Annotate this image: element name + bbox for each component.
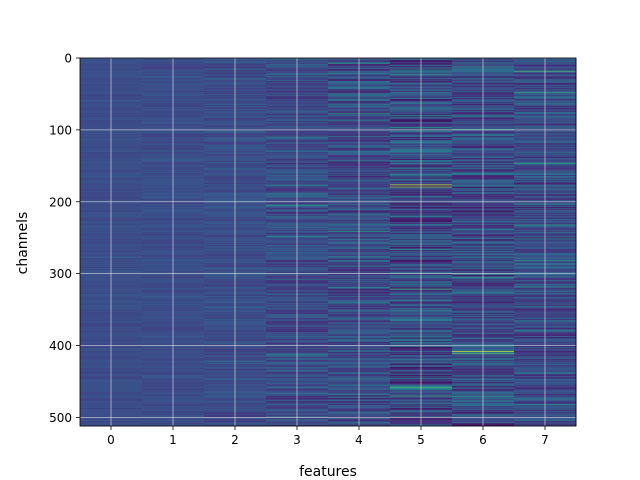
- x-axis-label: features: [299, 464, 357, 480]
- y-tick-label: 400: [49, 339, 72, 353]
- x-tick-label: 4: [355, 433, 363, 447]
- x-tick-label: 1: [169, 433, 177, 447]
- x-tick-label: 3: [293, 433, 301, 447]
- y-tick-label: 0: [64, 52, 72, 66]
- y-tick-label: 500: [49, 411, 72, 425]
- x-axis-ticks: 0 1 2 3 4 5 6 7: [107, 426, 549, 447]
- x-tick-label: 2: [231, 433, 239, 447]
- grid-lines: [80, 57, 576, 426]
- plot-area: [80, 58, 577, 427]
- x-tick-label: 5: [417, 433, 425, 447]
- y-tick-label: 200: [49, 195, 72, 209]
- x-tick-label: 6: [479, 433, 487, 447]
- plot-frame: [79, 57, 577, 427]
- y-axis-ticks: 0 100 200 300 400 500: [49, 52, 80, 425]
- x-tick-label: 7: [541, 433, 549, 447]
- y-tick-label: 300: [49, 267, 72, 281]
- y-axis-label: channels: [15, 212, 31, 275]
- x-tick-label: 0: [107, 433, 115, 447]
- y-tick-label: 100: [49, 123, 72, 137]
